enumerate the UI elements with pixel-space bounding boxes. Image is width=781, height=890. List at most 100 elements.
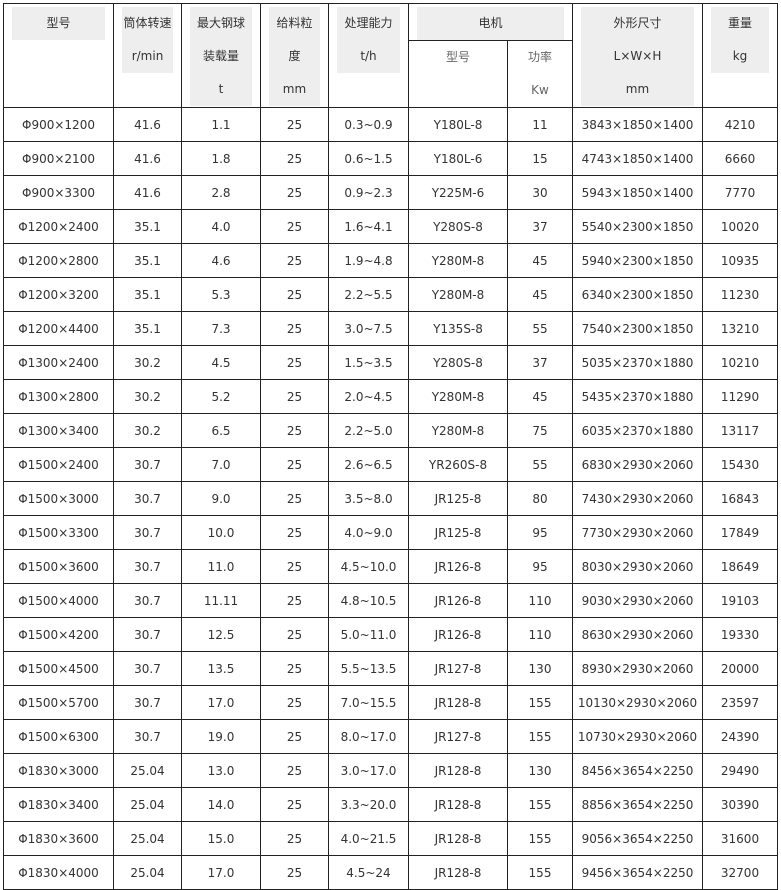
cell-speed: 35.1 <box>113 311 182 346</box>
cell-motor-model: Y280M-8 <box>408 277 508 312</box>
cell-dimensions: 4743×1850×1400 <box>572 141 703 176</box>
cell-feed-size: 25 <box>260 141 329 176</box>
cell-feed-size: 25 <box>260 379 329 414</box>
cell-motor-power: 110 <box>507 617 573 652</box>
cell-model: Φ1300×2400 <box>3 345 114 380</box>
cell-weight: 10935 <box>702 243 778 278</box>
cell-ball-load: 1.1 <box>181 107 261 142</box>
cell-ball-load: 17.0 <box>181 855 261 890</box>
cell-weight: 32700 <box>702 855 778 890</box>
cell-dimensions: 5035×2370×1880 <box>572 345 703 380</box>
cell-model: Φ1500×2400 <box>3 447 114 482</box>
cell-speed: 30.2 <box>113 345 182 380</box>
cell-feed-size: 25 <box>260 481 329 516</box>
cell-weight: 10210 <box>702 345 778 380</box>
cell-motor-power: 95 <box>507 515 573 550</box>
cell-motor-power: 55 <box>507 447 573 482</box>
cell-feed-size: 25 <box>260 243 329 278</box>
cell-capacity: 4.0~9.0 <box>328 515 409 550</box>
header-motor-model: 型号 <box>408 40 508 108</box>
cell-ball-load: 4.6 <box>181 243 261 278</box>
table-row: Φ1200×2800 35.1 4.6 25 1.9~4.8 Y280M-8 45 5940×… <box>3 243 778 278</box>
cell-dimensions: 7730×2930×2060 <box>572 515 703 550</box>
cell-dimensions: 10730×2930×2060 <box>572 719 703 754</box>
cell-feed-size: 25 <box>260 719 329 754</box>
cell-speed: 30.2 <box>113 379 182 414</box>
cell-ball-load: 17.0 <box>181 685 261 720</box>
table-row: Φ1500×3600 30.7 11.0 25 4.5~10.0 JR126-8 95 803… <box>3 549 778 584</box>
cell-weight: 24390 <box>702 719 778 754</box>
cell-motor-power: 37 <box>507 345 573 380</box>
cell-weight: 4210 <box>702 107 778 142</box>
cell-capacity: 2.2~5.0 <box>328 413 409 448</box>
table-row: Φ1200×3200 35.1 5.3 25 2.2~5.5 Y280M-8 45 6340×… <box>3 277 778 312</box>
cell-speed: 30.7 <box>113 515 182 550</box>
table-row: Φ1830×3000 25.04 13.0 25 3.0~17.0 JR128-8 130 8… <box>3 753 778 788</box>
cell-feed-size: 25 <box>260 175 329 210</box>
cell-motor-model: Y280M-8 <box>408 243 508 278</box>
cell-motor-model: JR127-8 <box>408 719 508 754</box>
cell-speed: 30.7 <box>113 617 182 652</box>
cell-motor-model: Y280S-8 <box>408 345 508 380</box>
cell-model: Φ1200×2800 <box>3 243 114 278</box>
header-model: 型号 <box>3 3 114 108</box>
cell-model: Φ900×1200 <box>3 107 114 142</box>
cell-capacity: 1.6~4.1 <box>328 209 409 244</box>
cell-model: Φ1830×3000 <box>3 753 114 788</box>
cell-motor-power: 155 <box>507 855 573 890</box>
cell-feed-size: 25 <box>260 821 329 856</box>
cell-motor-power: 45 <box>507 379 573 414</box>
cell-feed-size: 25 <box>260 447 329 482</box>
cell-model: Φ1830×3400 <box>3 787 114 822</box>
cell-motor-power: 37 <box>507 209 573 244</box>
cell-capacity: 4.5~24 <box>328 855 409 890</box>
cell-weight: 15430 <box>702 447 778 482</box>
table-row: Φ1300×2800 30.2 5.2 25 2.0~4.5 Y280M-8 45 5435×… <box>3 379 778 414</box>
cell-ball-load: 4.0 <box>181 209 261 244</box>
table-row: Φ1500×2400 30.7 7.0 25 2.6~6.5 YR260S-8 55 6830… <box>3 447 778 482</box>
cell-ball-load: 13.0 <box>181 753 261 788</box>
cell-capacity: 4.5~10.0 <box>328 549 409 584</box>
cell-capacity: 2.6~6.5 <box>328 447 409 482</box>
table-row: Φ1500×3000 30.7 9.0 25 3.5~8.0 JR125-8 80 7430×… <box>3 481 778 516</box>
cell-dimensions: 8456×3654×2250 <box>572 753 703 788</box>
cell-ball-load: 15.0 <box>181 821 261 856</box>
cell-weight: 10020 <box>702 209 778 244</box>
cell-ball-load: 5.2 <box>181 379 261 414</box>
cell-model: Φ1500×3000 <box>3 481 114 516</box>
cell-feed-size: 25 <box>260 107 329 142</box>
cell-motor-model: JR126-8 <box>408 549 508 584</box>
cell-speed: 30.2 <box>113 413 182 448</box>
cell-motor-model: YR260S-8 <box>408 447 508 482</box>
cell-speed: 25.04 <box>113 855 182 890</box>
cell-motor-power: 45 <box>507 243 573 278</box>
cell-dimensions: 10130×2930×2060 <box>572 685 703 720</box>
cell-capacity: 0.6~1.5 <box>328 141 409 176</box>
cell-weight: 11290 <box>702 379 778 414</box>
cell-speed: 41.6 <box>113 175 182 210</box>
cell-model: Φ1300×2800 <box>3 379 114 414</box>
header-motor: 电机 <box>408 3 573 41</box>
cell-capacity: 3.5~8.0 <box>328 481 409 516</box>
cell-feed-size: 25 <box>260 685 329 720</box>
cell-motor-power: 155 <box>507 787 573 822</box>
cell-weight: 19330 <box>702 617 778 652</box>
cell-model: Φ1830×4000 <box>3 855 114 890</box>
cell-dimensions: 7540×2300×1850 <box>572 311 703 346</box>
cell-feed-size: 25 <box>260 549 329 584</box>
cell-motor-power: 30 <box>507 175 573 210</box>
cell-model: Φ1500×3300 <box>3 515 114 550</box>
cell-motor-power: 45 <box>507 277 573 312</box>
cell-speed: 30.7 <box>113 481 182 516</box>
cell-motor-model: Y135S-8 <box>408 311 508 346</box>
cell-model: Φ900×3300 <box>3 175 114 210</box>
cell-speed: 30.7 <box>113 583 182 618</box>
cell-capacity: 0.3~0.9 <box>328 107 409 142</box>
cell-feed-size: 25 <box>260 413 329 448</box>
cell-dimensions: 6035×2370×1880 <box>572 413 703 448</box>
cell-ball-load: 10.0 <box>181 515 261 550</box>
cell-model: Φ1200×2400 <box>3 209 114 244</box>
cell-motor-power: 130 <box>507 651 573 686</box>
table-row: Φ1500×4000 30.7 11.11 25 4.8~10.5 JR126-8 110 9… <box>3 583 778 618</box>
cell-dimensions: 9056×3654×2250 <box>572 821 703 856</box>
